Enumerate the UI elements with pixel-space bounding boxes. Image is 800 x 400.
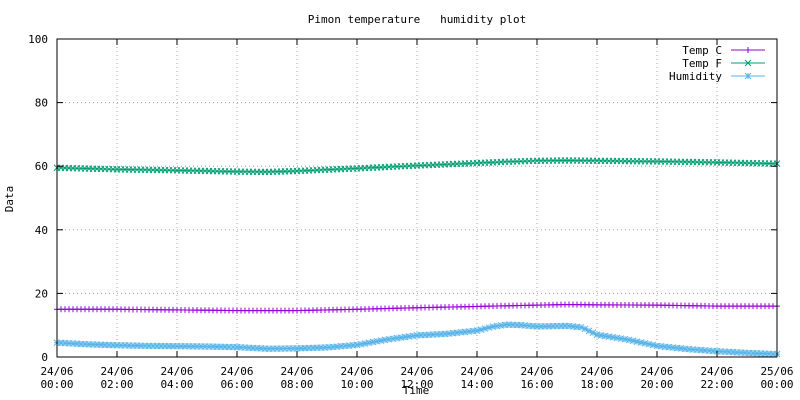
- series-marker: [561, 322, 569, 330]
- series-temp-f: [53, 157, 781, 176]
- series-marker: [621, 335, 629, 343]
- series-marker: [353, 341, 361, 349]
- series-marker: [649, 341, 657, 349]
- y-tick-label: 40: [35, 224, 48, 237]
- legend-item: Temp F: [682, 57, 765, 70]
- marker-stroke: [365, 339, 373, 347]
- legend-item: Temp C: [682, 44, 765, 57]
- marker-stroke: [377, 337, 385, 344]
- x-tick-label: 14:00: [460, 378, 493, 391]
- marker-stroke: [645, 340, 653, 348]
- marker-stroke: [744, 72, 752, 80]
- legend-marker: [744, 59, 752, 67]
- series-line: [56, 159, 778, 173]
- series-marker: [401, 333, 409, 341]
- x-tick-label: 04:00: [160, 378, 193, 391]
- series-marker: [377, 337, 385, 344]
- x-tick-label: 22:00: [700, 378, 733, 391]
- x-tick-label: 02:00: [100, 378, 133, 391]
- marker-stroke: [361, 340, 369, 347]
- legend-label: Temp C: [682, 44, 722, 57]
- marker-stroke: [637, 339, 645, 346]
- legend-marker: [745, 47, 751, 53]
- series-marker: [369, 338, 377, 346]
- marker-stroke: [744, 59, 752, 67]
- marker-stroke: [589, 329, 597, 337]
- x-tick-label: 24/06: [460, 365, 493, 378]
- marker-stroke: [481, 325, 489, 332]
- chart-title: Pimon temperature humidity plot: [308, 13, 527, 26]
- x-tick-label: 24/06: [700, 365, 733, 378]
- x-axis-label: Time: [403, 384, 430, 397]
- series-marker: [629, 337, 637, 345]
- x-tick-label: 24/06: [160, 365, 193, 378]
- x-tick-label: 24/06: [100, 365, 133, 378]
- series-marker: [637, 339, 645, 346]
- x-tick-label: 24/06: [40, 365, 73, 378]
- x-tick-label: 24/06: [280, 365, 313, 378]
- series-marker: [365, 339, 373, 347]
- legend-item: Humidity: [669, 70, 765, 83]
- marker-stroke: [577, 323, 585, 331]
- x-tick-label: 24/06: [400, 365, 433, 378]
- marker-stroke: [641, 339, 649, 347]
- marker-stroke: [649, 341, 657, 349]
- series-marker: [473, 327, 481, 334]
- series-marker: [373, 337, 381, 345]
- x-tick-label: 16:00: [520, 378, 553, 391]
- x-tick-label: 24/06: [340, 365, 373, 378]
- x-tick-label: 24/06: [580, 365, 613, 378]
- series-marker: [633, 338, 641, 345]
- series-layer: [53, 157, 781, 358]
- x-tick-label: 24/06: [520, 365, 553, 378]
- y-axis-label: Data: [3, 186, 16, 213]
- y-tick-label: 60: [35, 160, 48, 173]
- x-tick-label: 08:00: [280, 378, 313, 391]
- series-marker: [477, 326, 485, 333]
- series-marker: [485, 324, 493, 331]
- legend-label: Temp F: [682, 57, 722, 70]
- marker-stroke: [581, 325, 589, 333]
- marker-stroke: [369, 338, 377, 346]
- grid: [57, 39, 777, 357]
- x-tick-label: 12:00: [400, 378, 433, 391]
- x-tick-label: 25/06: [760, 365, 793, 378]
- y-tick-label: 100: [28, 33, 48, 46]
- x-tick-label: 20:00: [640, 378, 673, 391]
- marker-stroke: [473, 327, 481, 334]
- axis-ticks: 02040608010024/0600:0024/0602:0024/0604:…: [28, 33, 793, 391]
- series-marker: [645, 340, 653, 348]
- series-marker: [625, 336, 633, 344]
- x-tick-label: 24/06: [640, 365, 673, 378]
- marker-stroke: [633, 338, 641, 345]
- series-marker: [481, 325, 489, 332]
- y-tick-label: 0: [41, 351, 48, 364]
- y-tick-label: 80: [35, 97, 48, 110]
- marker-stroke: [353, 341, 361, 349]
- legend-label: Humidity: [669, 70, 722, 83]
- x-tick-label: 06:00: [220, 378, 253, 391]
- x-tick-label: 10:00: [340, 378, 373, 391]
- series-marker: [357, 340, 365, 348]
- marker-stroke: [373, 337, 381, 345]
- x-tick-label: 00:00: [760, 378, 793, 391]
- marker-stroke: [625, 336, 633, 344]
- y-tick-label: 20: [35, 287, 48, 300]
- x-tick-label: 00:00: [40, 378, 73, 391]
- series-humidity: [53, 321, 781, 358]
- marker-stroke: [485, 324, 493, 331]
- legend-marker: [744, 72, 752, 80]
- x-tick-label: 18:00: [580, 378, 613, 391]
- x-tick-label: 24/06: [220, 365, 253, 378]
- marker-stroke: [621, 335, 629, 343]
- marker-stroke: [585, 327, 593, 335]
- series-marker: [641, 339, 649, 347]
- marker-stroke: [357, 340, 365, 348]
- series-marker: [361, 340, 369, 347]
- marker-stroke: [629, 337, 637, 345]
- marker-stroke: [477, 326, 485, 333]
- series-temp-c: [54, 301, 780, 314]
